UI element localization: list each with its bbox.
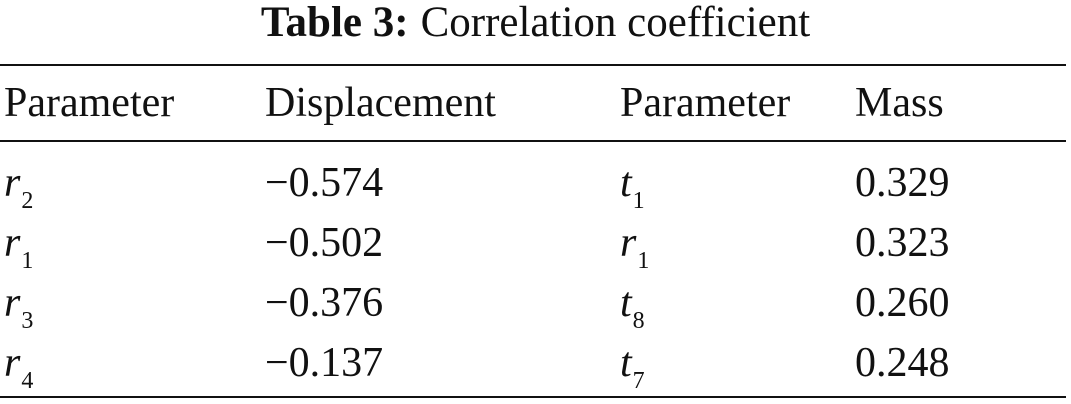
parameter-subscript: 1: [21, 248, 34, 274]
top-rule: [0, 64, 1066, 66]
header-cell: Parameter: [620, 80, 791, 126]
header-cell: Parameter: [4, 80, 175, 126]
value-cell: −0.137: [265, 340, 384, 386]
parameter-cell: t1: [620, 158, 645, 214]
value-cell: −0.574: [265, 160, 384, 206]
parameter-symbol: r: [4, 160, 21, 206]
parameter-symbol: r: [4, 340, 21, 386]
parameter-symbol: r: [4, 280, 21, 326]
parameter-symbol: t: [620, 340, 632, 386]
parameter-cell: t7: [620, 338, 645, 394]
parameter-subscript: 8: [632, 308, 645, 334]
parameter-subscript: 7: [632, 368, 645, 394]
parameter-subscript: 3: [21, 308, 34, 334]
parameter-symbol: r: [4, 220, 21, 266]
parameter-cell: r1: [4, 218, 33, 274]
parameter-subscript: 2: [21, 188, 34, 214]
parameter-symbol: t: [620, 280, 632, 326]
header-cell: Mass: [855, 80, 944, 126]
parameter-cell: r1: [620, 218, 649, 274]
caption-text: Correlation coefficient: [420, 0, 811, 46]
bottom-rule: [0, 396, 1066, 398]
parameter-symbol: r: [620, 220, 637, 266]
caption-label: Table 3:: [260, 0, 409, 46]
value-cell: 0.323: [855, 220, 950, 266]
table-caption: Table 3: Correlation coefficient: [0, 0, 1071, 46]
header-rule: [0, 140, 1066, 142]
value-cell: 0.248: [855, 340, 950, 386]
parameter-cell: r2: [4, 158, 33, 214]
value-cell: 0.260: [855, 280, 950, 326]
parameter-cell: r3: [4, 278, 33, 334]
header-cell: Displacement: [265, 80, 496, 126]
value-cell: −0.376: [265, 280, 384, 326]
parameter-subscript: 1: [632, 188, 645, 214]
parameter-subscript: 4: [21, 368, 34, 394]
value-cell: −0.502: [265, 220, 384, 266]
parameter-symbol: t: [620, 160, 632, 206]
parameter-cell: r4: [4, 338, 33, 394]
parameter-subscript: 1: [637, 248, 650, 274]
parameter-cell: t8: [620, 278, 645, 334]
value-cell: 0.329: [855, 160, 950, 206]
